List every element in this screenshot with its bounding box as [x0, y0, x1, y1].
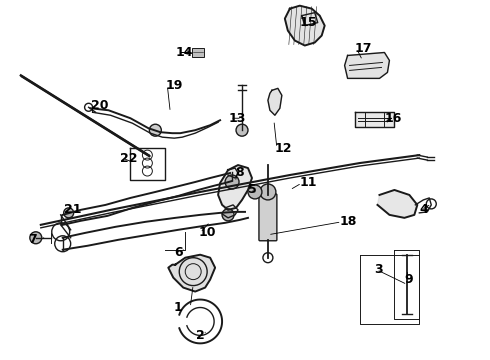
- Text: 20: 20: [91, 99, 108, 112]
- Text: 13: 13: [228, 112, 245, 125]
- Text: 17: 17: [355, 42, 372, 55]
- Circle shape: [222, 209, 234, 221]
- Text: 1: 1: [174, 301, 183, 314]
- Circle shape: [149, 124, 161, 136]
- Text: 2: 2: [196, 329, 204, 342]
- Text: 22: 22: [121, 152, 138, 165]
- FancyBboxPatch shape: [259, 194, 277, 241]
- Polygon shape: [218, 165, 252, 210]
- Circle shape: [260, 184, 276, 200]
- Text: 14: 14: [175, 46, 193, 59]
- Circle shape: [225, 175, 239, 189]
- Text: 16: 16: [385, 112, 402, 125]
- Text: 6: 6: [174, 246, 183, 259]
- Circle shape: [248, 185, 262, 199]
- Text: 3: 3: [374, 263, 383, 276]
- Text: 15: 15: [300, 16, 318, 29]
- Polygon shape: [285, 6, 325, 45]
- Text: 12: 12: [275, 141, 293, 155]
- Polygon shape: [355, 112, 394, 127]
- Polygon shape: [344, 53, 390, 78]
- Polygon shape: [377, 190, 417, 218]
- Text: 4: 4: [419, 203, 428, 216]
- Text: 11: 11: [300, 176, 318, 189]
- Circle shape: [64, 208, 74, 218]
- Text: 21: 21: [64, 203, 81, 216]
- Polygon shape: [268, 88, 282, 115]
- Text: 18: 18: [340, 215, 357, 228]
- Text: 10: 10: [198, 226, 216, 239]
- Circle shape: [236, 124, 248, 136]
- Text: 19: 19: [165, 79, 183, 92]
- Text: 9: 9: [404, 273, 413, 286]
- Circle shape: [30, 232, 42, 244]
- Text: 5: 5: [248, 184, 257, 197]
- Text: 8: 8: [235, 166, 244, 179]
- Bar: [192, 48, 204, 58]
- Text: 7: 7: [28, 233, 37, 246]
- Polygon shape: [168, 255, 215, 292]
